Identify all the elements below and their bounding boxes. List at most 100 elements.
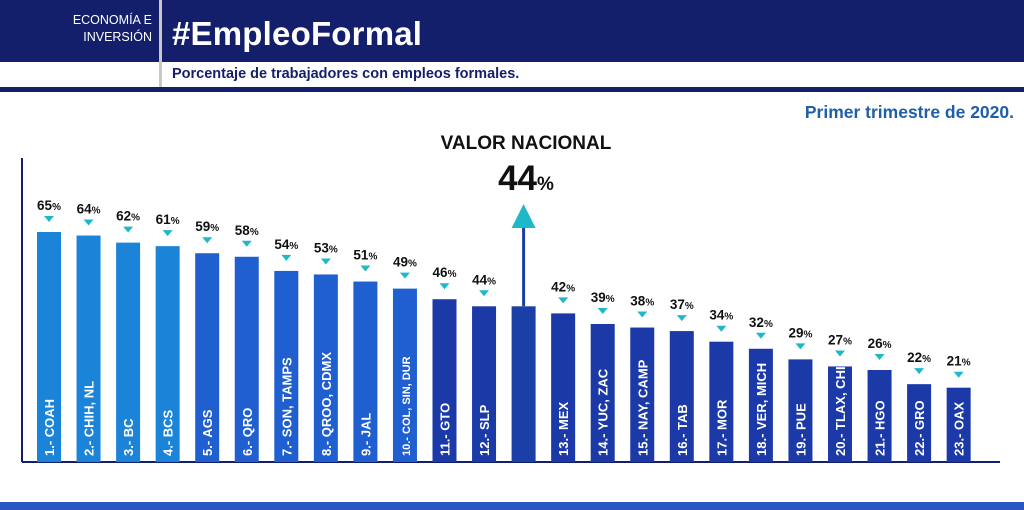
bar-category-label: 18.- VER, MICH [754, 363, 769, 456]
pointer-arrow [123, 226, 134, 233]
header-divider [159, 0, 162, 88]
pointer-arrow [44, 216, 54, 222]
footer-bar [0, 502, 1024, 510]
pointer-arrow [835, 350, 845, 357]
bar [37, 232, 61, 462]
section-label: ECONOMÍA E INVERSIÓN [40, 12, 152, 46]
national-bar [511, 306, 536, 462]
chart-subtitle: Porcentaje de trabajadores con empleos f… [172, 66, 520, 82]
pointer-arrow [202, 237, 213, 244]
bar-value-label: 37% [670, 297, 694, 312]
bar-value-label: 21% [947, 354, 971, 369]
pointer-arrow [676, 315, 687, 322]
pointer-arrow [320, 258, 331, 265]
bar-category-label: 11.- GTO [438, 403, 453, 456]
pointer-arrow [637, 311, 648, 318]
bar [432, 299, 457, 462]
bar [76, 235, 101, 462]
pointer-arrow [755, 332, 766, 339]
hashtag-title: #EmpleoFormal [172, 15, 423, 52]
bar [748, 348, 773, 462]
bar-value-label: 39% [591, 290, 615, 305]
bar-category-label: 23.- OAX [952, 401, 967, 456]
bar-value-label: 46% [433, 265, 457, 280]
bar-value-label: 62% [116, 209, 140, 224]
bar-category-label: 6.- QRO [240, 408, 255, 456]
bar-category-label: 10.- COL, SIN, DUR [401, 356, 413, 456]
pointer-arrow [83, 219, 94, 226]
bar [630, 327, 655, 462]
bar-value-label: 32% [749, 315, 773, 330]
pointer-arrow [716, 325, 727, 332]
pointer-arrow [439, 283, 450, 290]
bar [274, 270, 299, 462]
national-arrow-head [511, 204, 536, 228]
bar-value-label: 58% [235, 223, 259, 238]
bar-category-label: 8.- QROO, CDMX [319, 352, 334, 456]
header-banner [0, 0, 1024, 62]
pointer-arrow [914, 368, 925, 375]
bar-category-label: 20.- TLAX, CHIS [833, 357, 848, 456]
bar-value-label: 29% [788, 325, 812, 340]
bar-category-label: 19.- PUE [793, 403, 808, 456]
bar-value-label: 26% [868, 336, 892, 351]
bar-category-label: 13.- MEX [556, 401, 571, 456]
bar-category-label: 3.- BC [121, 418, 136, 456]
bar-value-label: 51% [353, 248, 377, 263]
bar [234, 256, 259, 462]
bar [353, 281, 378, 462]
section-label-line1: ECONOMÍA E [72, 13, 152, 27]
bar-value-label: 64% [77, 202, 101, 217]
bar [551, 313, 576, 462]
pointer-arrow [281, 254, 292, 261]
bar [590, 324, 615, 462]
pointer-arrow [795, 343, 806, 350]
pointer-arrow [360, 265, 371, 272]
bar [195, 253, 220, 462]
bar [828, 366, 852, 462]
bar-value-label: 54% [274, 237, 298, 252]
section-label-line2: INVERSIÓN [83, 30, 152, 44]
pointer-arrow [558, 297, 569, 304]
bar-value-label: 27% [828, 332, 852, 347]
bar-value-label: 49% [393, 255, 417, 270]
pointer-arrow [874, 354, 885, 360]
bar [669, 331, 694, 462]
bar [472, 306, 497, 462]
bar-category-label: 1.- COAH [42, 399, 57, 456]
bar-value-label: 44% [472, 272, 496, 287]
bar-category-label: 9.- JAL [358, 413, 373, 456]
bar-category-label: 14.- YUC, ZAC [596, 368, 611, 456]
bar-category-label: 22.- GRO [912, 400, 927, 456]
bar [946, 387, 971, 462]
national-value: 44% [498, 159, 554, 198]
bar-value-label: 59% [195, 219, 219, 234]
bar-category-label: 4.- BCS [161, 409, 176, 456]
pointer-arrow [241, 240, 252, 247]
bar-category-label: 16.- TAB [675, 404, 690, 456]
bar-category-label: 7.- SON, TAMPS [279, 357, 294, 456]
pointer-arrow [399, 272, 410, 279]
pointer-arrow [162, 230, 173, 237]
pointer-arrow [953, 371, 964, 378]
bar-category-label: 15.- NAY, CAMP [635, 359, 650, 456]
period-label: Primer trimestre de 2020. [804, 102, 1014, 122]
bar [313, 274, 338, 462]
bar-value-label: 22% [907, 350, 931, 365]
bar [907, 384, 932, 462]
bar [867, 370, 892, 462]
pointer-arrow [597, 308, 608, 314]
bar-value-label: 34% [709, 308, 733, 323]
bar-value-label: 38% [630, 294, 654, 309]
national-label: VALOR NACIONAL [441, 133, 612, 154]
pointer-arrow [479, 290, 490, 297]
bar-value-label: 61% [156, 212, 180, 227]
bar-category-label: 12.- SLP [477, 404, 492, 456]
bar-value-label: 65% [37, 198, 61, 213]
bar-category-label: 2.- CHIH, NL [82, 381, 97, 456]
bar [709, 341, 734, 462]
bar-category-label: 21.- HGO [873, 400, 888, 456]
bar-value-label: 42% [551, 279, 575, 294]
bar [788, 359, 813, 462]
